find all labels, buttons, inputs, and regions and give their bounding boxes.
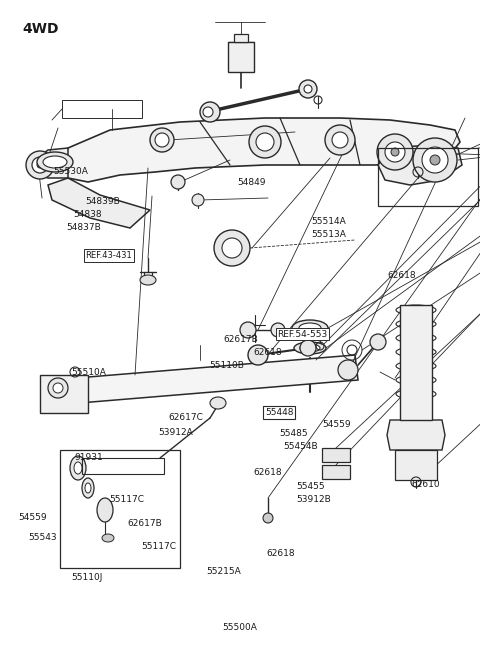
Text: 54849: 54849	[238, 178, 266, 187]
Circle shape	[192, 194, 204, 206]
Circle shape	[271, 323, 285, 337]
Bar	[82, 458, 164, 474]
Bar	[228, 42, 254, 72]
Circle shape	[171, 175, 185, 189]
Text: 55485: 55485	[279, 429, 308, 438]
Text: 62618: 62618	[253, 348, 282, 357]
Text: 55514A: 55514A	[311, 217, 346, 226]
Ellipse shape	[299, 323, 321, 333]
Circle shape	[377, 134, 413, 170]
Bar	[234, 34, 248, 42]
Circle shape	[300, 340, 316, 356]
Circle shape	[370, 334, 386, 350]
Circle shape	[338, 360, 358, 380]
Circle shape	[304, 85, 312, 93]
Text: 55117C: 55117C	[109, 495, 144, 504]
Text: 91931: 91931	[74, 453, 103, 462]
Circle shape	[150, 128, 174, 152]
Ellipse shape	[210, 397, 226, 409]
Ellipse shape	[85, 483, 91, 493]
Bar	[395, 450, 437, 480]
Text: 54839B: 54839B	[85, 197, 120, 206]
Text: 62617B: 62617B	[127, 519, 162, 529]
Bar	[378, 148, 478, 206]
Circle shape	[332, 132, 348, 148]
Circle shape	[155, 133, 169, 147]
Circle shape	[53, 383, 63, 393]
Ellipse shape	[300, 344, 320, 352]
Polygon shape	[32, 148, 68, 178]
Text: 55215A: 55215A	[206, 567, 241, 576]
Text: 55510A: 55510A	[71, 367, 106, 377]
Text: 54838: 54838	[73, 210, 102, 219]
Text: 55110J: 55110J	[71, 573, 102, 582]
Text: 54559: 54559	[18, 513, 47, 522]
Circle shape	[256, 133, 274, 151]
Bar	[322, 448, 350, 462]
Circle shape	[200, 102, 220, 122]
Text: 55454B: 55454B	[283, 442, 318, 451]
Circle shape	[391, 148, 399, 156]
Text: 55110B: 55110B	[209, 361, 244, 370]
Text: 55448: 55448	[265, 408, 293, 417]
Text: 53912B: 53912B	[297, 495, 331, 504]
Ellipse shape	[82, 478, 94, 498]
Ellipse shape	[74, 462, 82, 474]
Polygon shape	[387, 420, 445, 450]
Text: 62610: 62610	[412, 480, 441, 489]
Text: 55543: 55543	[28, 533, 57, 542]
Ellipse shape	[294, 342, 326, 354]
Ellipse shape	[140, 275, 156, 285]
Bar	[60, 450, 180, 568]
Ellipse shape	[37, 152, 73, 172]
Text: 55117C: 55117C	[142, 542, 177, 552]
Text: 53912A: 53912A	[158, 428, 193, 437]
Text: 55513A: 55513A	[311, 230, 346, 239]
Polygon shape	[48, 178, 150, 228]
Text: 55455: 55455	[297, 481, 325, 491]
Text: 55500A: 55500A	[223, 623, 257, 632]
Text: 55530A: 55530A	[54, 167, 88, 176]
Circle shape	[385, 142, 405, 162]
Circle shape	[413, 138, 457, 182]
Bar	[40, 375, 88, 413]
Ellipse shape	[97, 498, 113, 522]
Text: 54837B: 54837B	[66, 223, 101, 233]
Ellipse shape	[70, 456, 86, 480]
Text: 62618: 62618	[253, 468, 282, 477]
Text: 4WD: 4WD	[22, 22, 59, 36]
Polygon shape	[52, 355, 358, 405]
Circle shape	[325, 125, 355, 155]
Circle shape	[248, 345, 268, 365]
Circle shape	[430, 155, 440, 165]
Circle shape	[32, 157, 48, 173]
Text: 54559: 54559	[323, 420, 351, 429]
Bar	[400, 305, 432, 420]
Circle shape	[203, 107, 213, 117]
Circle shape	[48, 378, 68, 398]
Circle shape	[240, 322, 256, 338]
Ellipse shape	[43, 156, 67, 168]
Text: 62618: 62618	[388, 271, 417, 280]
Polygon shape	[60, 118, 460, 182]
Circle shape	[263, 513, 273, 523]
Text: REF.43-431: REF.43-431	[85, 251, 132, 260]
Bar	[322, 465, 350, 479]
Text: REF.54-553: REF.54-553	[277, 329, 328, 339]
Circle shape	[299, 80, 317, 98]
Circle shape	[222, 238, 242, 258]
Ellipse shape	[102, 534, 114, 542]
Circle shape	[37, 162, 43, 168]
Circle shape	[214, 230, 250, 266]
Text: 62618: 62618	[266, 549, 295, 558]
Bar	[62, 100, 142, 118]
Circle shape	[422, 147, 448, 173]
Ellipse shape	[292, 320, 328, 336]
Circle shape	[26, 151, 54, 179]
Circle shape	[249, 126, 281, 158]
Polygon shape	[378, 145, 462, 185]
Text: 62617B: 62617B	[223, 335, 258, 344]
Text: 62617C: 62617C	[168, 413, 203, 422]
